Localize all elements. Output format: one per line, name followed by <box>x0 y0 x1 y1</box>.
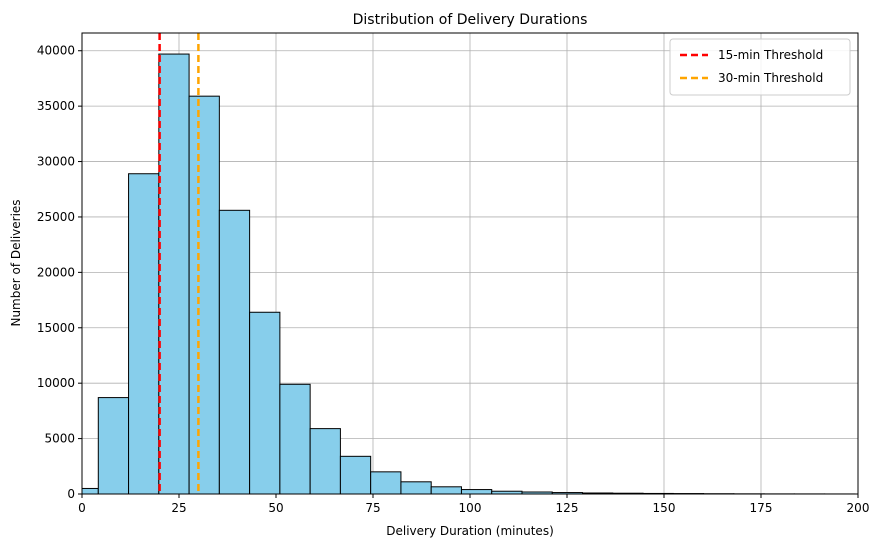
x-tick-label: 200 <box>847 501 870 515</box>
y-tick-label: 40000 <box>37 44 75 58</box>
histogram-bar <box>249 311 281 494</box>
histogram-bar <box>400 481 432 494</box>
x-axis-label: Delivery Duration (minutes) <box>386 524 554 538</box>
x-tick-label: 75 <box>365 501 380 515</box>
y-tick-label: 15000 <box>37 321 75 335</box>
x-tick-label: 25 <box>171 501 186 515</box>
x-tick-label: 150 <box>653 501 676 515</box>
histogram-bar <box>279 383 311 494</box>
histogram-bar <box>430 486 462 494</box>
x-tick-label: 0 <box>78 501 86 515</box>
x-tick-label: 50 <box>268 501 283 515</box>
y-tick-label: 35000 <box>37 99 75 113</box>
y-tick-label: 30000 <box>37 155 75 169</box>
histogram-bar <box>339 455 372 494</box>
histogram-bar <box>370 471 402 494</box>
y-tick-label: 25000 <box>37 210 75 224</box>
y-tick-label: 5000 <box>44 432 75 446</box>
histogram-bar <box>309 428 341 494</box>
chart-title: Distribution of Delivery Durations <box>353 12 588 28</box>
histogram-bar <box>97 397 130 494</box>
histogram-bar <box>460 489 493 494</box>
ticks-layer: 0 25 50 75 100 125 150 175 200 0 5000 10000 15000 200… <box>37 44 870 515</box>
histogram-bar <box>218 209 251 494</box>
histogram-bar <box>158 53 190 494</box>
x-tick-label: 100 <box>459 501 482 515</box>
legend-box <box>669 38 851 96</box>
y-tick-label: 20000 <box>37 265 75 279</box>
y-tick-label: 0 <box>67 487 75 501</box>
histogram-bar <box>128 173 160 494</box>
histogram-bar <box>188 95 220 494</box>
x-tick-label: 125 <box>556 501 579 515</box>
legend: 15-min Threshold 30-min Threshold <box>669 38 851 96</box>
legend-label: 15-min Threshold <box>718 48 823 62</box>
y-axis-label: Number of Deliveries <box>9 199 23 326</box>
bars-layer <box>82 53 856 494</box>
y-tick-label: 10000 <box>37 376 75 390</box>
x-tick-label: 175 <box>750 501 773 515</box>
legend-label: 30-min Threshold <box>718 71 823 85</box>
